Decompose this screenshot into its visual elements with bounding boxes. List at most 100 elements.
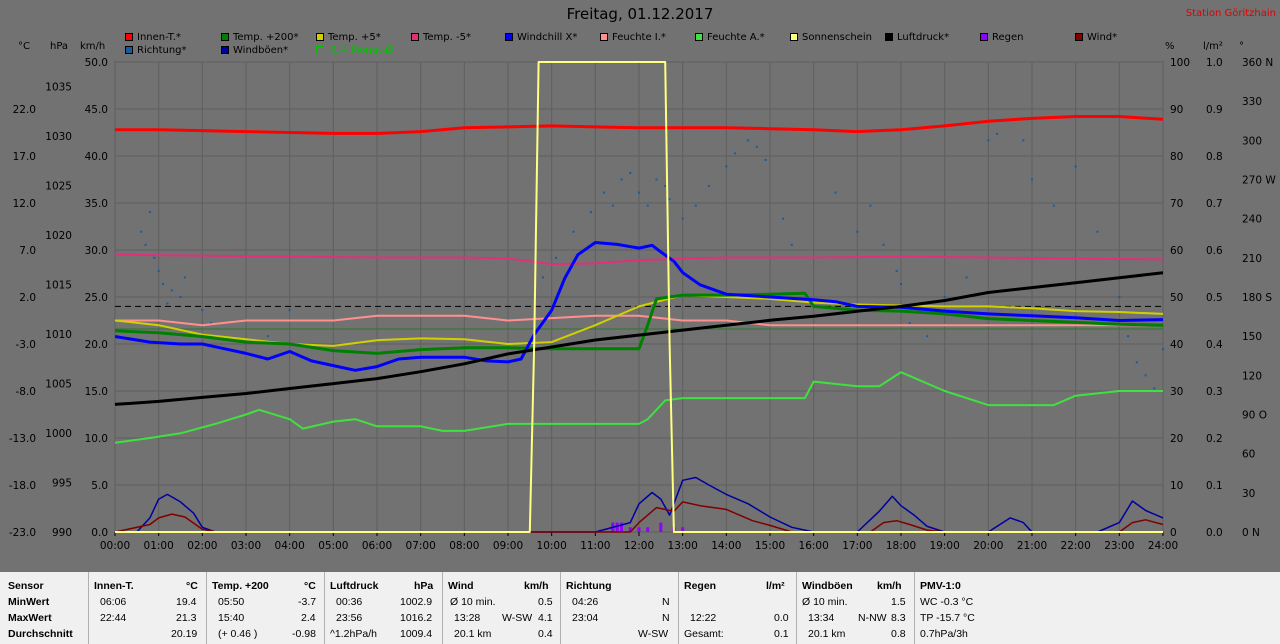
- tick-label-pressure: 990: [52, 527, 72, 539]
- innen-t-min-time: 06:06: [100, 596, 127, 608]
- rain-max: 0.0: [774, 612, 789, 624]
- direction-point: [747, 139, 750, 142]
- legend-swatch: [885, 33, 893, 41]
- direction-point: [620, 178, 623, 181]
- station-name: Station Göritzhain: [1185, 8, 1276, 19]
- tick-label-direction: 210: [1242, 253, 1262, 265]
- rain-unit: l/m²: [766, 580, 785, 592]
- tick-label-time: 20:00: [973, 540, 1003, 552]
- rain-bar: [637, 527, 641, 532]
- rain-total: 0.1: [774, 628, 789, 640]
- legend-item: Windböen*: [221, 45, 288, 56]
- row-label-min: MinWert: [8, 596, 50, 608]
- tick-label-time: 12:00: [624, 540, 654, 552]
- direction-point: [1135, 361, 1138, 364]
- direction-point: [882, 243, 885, 246]
- pressure-head: Luftdruck: [330, 580, 379, 592]
- legend-swatch: [221, 33, 229, 41]
- tick-label-percent: 60: [1170, 245, 1183, 257]
- pressure-min: 1002.9: [400, 596, 433, 608]
- direction-point: [162, 282, 165, 285]
- tick-label-pressure: 1000: [45, 428, 72, 440]
- direction-point: [166, 302, 169, 305]
- tick-label-rain: 0.3: [1206, 386, 1223, 398]
- legend-swatch: [125, 46, 133, 54]
- series-line-windb-en: [115, 476, 1164, 533]
- tick-label-rain: 1.0: [1206, 57, 1223, 69]
- pressure-avg: 1009.4: [400, 628, 433, 640]
- tick-label-direction: 270 W: [1242, 175, 1276, 187]
- tick-label-rain: 0.5: [1206, 292, 1223, 304]
- tick-label-direction: 150: [1242, 331, 1262, 343]
- legend-item: Wind*: [1075, 32, 1117, 43]
- direction-point: [179, 296, 182, 298]
- tick-label-percent: 40: [1170, 339, 1183, 351]
- direction-point: [157, 269, 160, 272]
- tick-label-rain: 0.6: [1206, 245, 1223, 257]
- pmv-trend: 0.7hPa/3h: [920, 628, 968, 640]
- rain-bar: [620, 522, 624, 532]
- gust-min: 1.5: [891, 596, 906, 608]
- tick-label-time: 05:00: [318, 540, 348, 552]
- tick-label-wind: 45.0: [85, 104, 108, 116]
- gust-avg: 0.8: [891, 628, 906, 640]
- tick-label-time: 02:00: [187, 540, 217, 552]
- pressure-unit: hPa: [414, 580, 434, 592]
- wind-min-label: Ø 10 min.: [450, 596, 496, 608]
- wind-distance: 20.1 km: [454, 628, 492, 640]
- tick-label-rain: 0.1: [1206, 480, 1223, 492]
- gust-unit: km/h: [877, 580, 902, 592]
- direction-point: [869, 204, 872, 207]
- tick-label-time: 09:00: [493, 540, 523, 552]
- tick-label-time: 04:00: [275, 540, 305, 552]
- tick-label-pressure: 1010: [45, 329, 72, 341]
- rain-total-label: Gesamt:: [684, 628, 724, 640]
- pressure-max: 1016.2: [400, 612, 433, 624]
- temp200-avg: -0.98: [292, 628, 316, 640]
- pmv-dewpoint: TP -15.7 °C: [920, 612, 975, 624]
- direction-point: [834, 191, 837, 194]
- legend-item: Innen-T.*: [125, 32, 181, 43]
- tick-label-time: 13:00: [668, 540, 698, 552]
- unit-kmh: km/h: [80, 41, 106, 52]
- series-line-feuchte-a: [114, 371, 1163, 444]
- tick-label-time: 17:00: [842, 540, 872, 552]
- tick-label-wind: 5.0: [91, 480, 108, 492]
- direction-point: [183, 276, 186, 279]
- tick-label-time: 23:00: [1104, 540, 1134, 552]
- tick-label-direction: 330: [1242, 96, 1262, 108]
- tick-label-time: 19:00: [930, 540, 960, 552]
- legend-item: Luftdruck*: [885, 32, 949, 43]
- direction-point: [1153, 387, 1156, 390]
- tick-label-temperature: -13.0: [9, 433, 36, 445]
- tick-label-direction: 360 N: [1242, 57, 1273, 69]
- legend-swatch: [505, 33, 513, 41]
- direction-point: [603, 191, 606, 194]
- wind-max-time: 13:28: [454, 612, 481, 624]
- chart-canvas: 22.0 17.0 12.0 7.0 2.0 -3.0 -8.0 -13.0 -18.0 -23.…: [9, 57, 1277, 552]
- tick-label-percent: 90: [1170, 104, 1183, 116]
- pressure-max-time: 23:56: [336, 612, 363, 624]
- direction-point: [201, 309, 204, 312]
- direction-point: [646, 204, 649, 207]
- tick-label-percent: 0: [1170, 527, 1177, 539]
- legend-swatch: [221, 46, 229, 54]
- series-line-windchill-x: [114, 241, 1164, 372]
- legend-swatch: [1075, 33, 1083, 41]
- direction-point: [1127, 335, 1130, 338]
- tick-label-wind: 30.0: [85, 245, 108, 257]
- direction-min: N: [662, 596, 670, 608]
- unit-percent: %: [1165, 41, 1175, 52]
- direction-point: [996, 132, 999, 135]
- tick-label-temperature: 17.0: [13, 151, 36, 163]
- tick-label-time: 22:00: [1061, 540, 1091, 552]
- direction-point: [943, 296, 946, 298]
- tick-label-pressure: 1035: [45, 82, 72, 94]
- direction-point: [734, 152, 737, 155]
- direction-point: [987, 139, 990, 142]
- direction-point: [1074, 165, 1077, 168]
- gust-max-dir: N-NW: [858, 612, 887, 624]
- tick-label-temperature: 12.0: [13, 198, 36, 210]
- tick-label-pressure: 995: [52, 478, 72, 490]
- wind-unit: km/h: [524, 580, 549, 592]
